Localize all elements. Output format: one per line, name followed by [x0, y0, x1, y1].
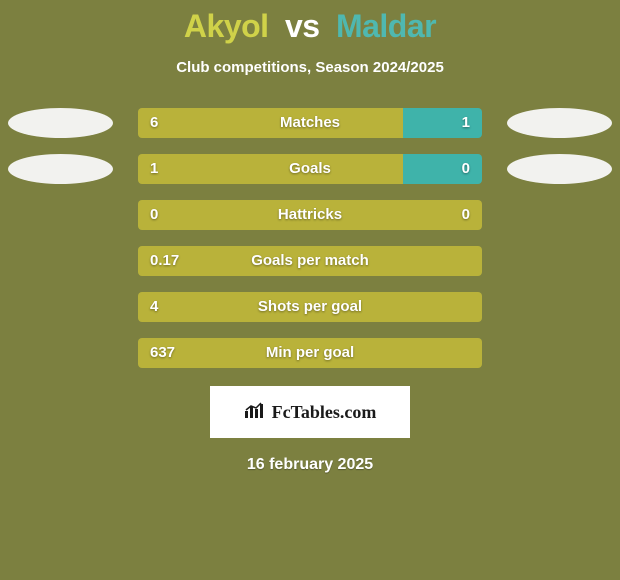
date-label: 16 february 2025	[0, 456, 620, 474]
stat-value-left: 6	[150, 108, 158, 138]
stat-bar: Min per goal637	[138, 338, 482, 368]
stat-value-left: 0	[150, 200, 158, 230]
player2-badge	[507, 108, 612, 138]
stat-row: Min per goal637	[0, 338, 620, 368]
stat-bar: Goals1 0	[138, 154, 482, 184]
stat-row: Hattricks0 0	[0, 200, 620, 230]
stat-label: Goals per match	[138, 246, 482, 276]
chart-icon	[244, 401, 266, 424]
stat-bar: Shots per goal4	[138, 292, 482, 322]
page-title: Akyol vs Maldar	[0, 0, 620, 45]
stat-label: Hattricks	[138, 200, 482, 230]
player1-badge	[8, 154, 113, 184]
logo-box: FcTables.com	[210, 386, 410, 438]
stat-value-right: 1	[462, 108, 470, 138]
title-player2: Maldar	[336, 8, 436, 44]
stat-row: Shots per goal4	[0, 292, 620, 322]
stat-label: Shots per goal	[138, 292, 482, 322]
stat-label: Goals	[138, 154, 482, 184]
stat-row: Matches6 1	[0, 108, 620, 138]
stat-value-left: 637	[150, 338, 175, 368]
stat-bar: Hattricks0 0	[138, 200, 482, 230]
stat-bar: Goals per match0.17	[138, 246, 482, 276]
comparison-rows: Matches61Goals10Hattricks00Goals per mat…	[0, 108, 620, 368]
stat-label: Min per goal	[138, 338, 482, 368]
player2-badge	[507, 154, 612, 184]
stat-label: Matches	[138, 108, 482, 138]
stat-row: Goals1 0	[0, 154, 620, 184]
stat-value-left: 4	[150, 292, 158, 322]
title-player1: Akyol	[184, 8, 269, 44]
stat-row: Goals per match0.17	[0, 246, 620, 276]
subtitle: Club competitions, Season 2024/2025	[0, 59, 620, 76]
stat-value-left: 1	[150, 154, 158, 184]
stat-value-right: 0	[462, 154, 470, 184]
stat-value-right: 0	[462, 200, 470, 230]
logo-text: FcTables.com	[272, 402, 377, 423]
title-vs: vs	[285, 8, 320, 44]
player1-badge	[8, 108, 113, 138]
stat-value-left: 0.17	[150, 246, 179, 276]
stat-bar: Matches6 1	[138, 108, 482, 138]
